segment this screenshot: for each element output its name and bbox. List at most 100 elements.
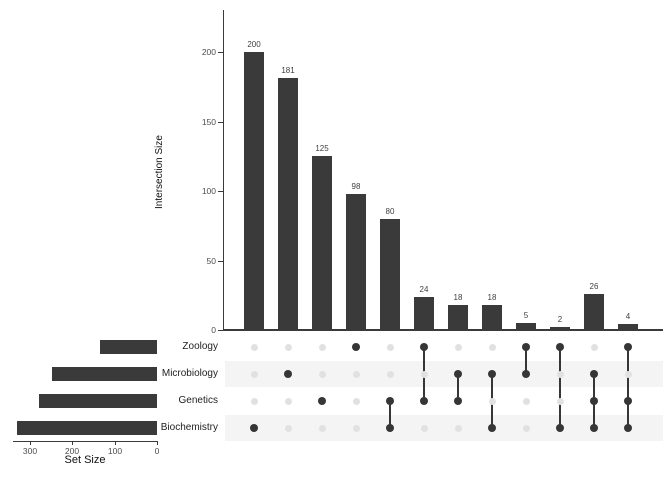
matrix-dot-active [488,370,496,378]
matrix-dot-active [522,343,530,351]
matrix-dot-active [488,424,496,432]
intersection-bar-value: 4 [625,312,631,321]
matrix-dot-active [420,343,428,351]
set-size-tick-label: 300 [22,446,38,456]
matrix-dot-active [522,370,530,378]
matrix-dot-active [386,397,394,405]
intersection-bar [482,305,502,330]
matrix-dot-active [624,397,632,405]
matrix-dot-inactive [386,370,394,378]
matrix-dot-active [454,397,462,405]
set-size-axis-line [13,441,158,442]
matrix-dot-inactive [556,397,564,405]
matrix-dot-inactive [522,424,530,432]
intersection-y-tick [218,191,223,192]
intersection-bar-value: 80 [385,207,395,216]
intersection-bar-value: 181 [281,66,295,75]
intersection-y-tick-label: 150 [201,117,216,127]
matrix-dot-inactive [250,370,258,378]
intersection-bar-value: 5 [523,311,529,320]
matrix-dot-inactive [420,370,428,378]
intersection-y-tick [218,330,223,331]
intersection-bar-value: 125 [315,144,329,153]
intersection-bar [312,156,332,330]
set-size-tick-label: 200 [64,446,80,456]
matrix-dot-active [284,370,292,378]
matrix-dot-inactive [352,397,360,405]
matrix-connector-line [627,347,629,428]
set-size-tick [157,441,158,445]
intersection-bar [414,297,434,330]
matrix-dot-inactive [352,424,360,432]
intersection-baseline [223,329,663,331]
matrix-connector-line [389,401,391,428]
intersection-bar [278,78,298,330]
matrix-connector-line [525,347,527,374]
intersection-y-tick [218,261,223,262]
matrix-dot-inactive [624,370,632,378]
matrix-dot-inactive [284,397,292,405]
set-size-bar [100,340,157,354]
intersection-bar-value: 18 [487,293,497,302]
intersection-bar-value: 24 [419,285,429,294]
set-size-axis-title: Set Size [64,454,106,466]
matrix-connector-line [559,347,561,428]
matrix-dot-active [420,397,428,405]
matrix-dot-active [556,343,564,351]
matrix-dot-inactive [284,343,292,351]
set-size-bar [17,421,157,435]
set-size-tick [115,441,116,445]
matrix-dot-active [250,424,258,432]
matrix-dot-active [556,424,564,432]
matrix-dot-active [318,397,326,405]
set-name-label: Microbiology [161,368,218,379]
intersection-bar-value: 98 [351,182,361,191]
matrix-dot-active [590,424,598,432]
intersection-bar-value: 200 [247,40,261,49]
set-size-bar [39,394,157,408]
matrix-dot-inactive [454,343,462,351]
intersection-y-tick-label: 0 [211,325,216,335]
matrix-dot-inactive [488,397,496,405]
intersection-bar [448,305,468,330]
set-size-tick-label: 100 [107,446,123,456]
matrix-dot-inactive [522,397,530,405]
intersection-y-tick-label: 100 [201,186,216,196]
intersection-bar [550,327,570,330]
matrix-dot-inactive [590,343,598,351]
matrix-dot-active [624,343,632,351]
intersection-bar [244,52,264,330]
matrix-dot-inactive [488,343,496,351]
set-size-tick [72,441,73,445]
matrix-dot-inactive [284,424,292,432]
set-size-bar [52,367,157,381]
intersection-bar [618,324,638,330]
intersection-bar [346,194,366,330]
intersection-bar-value: 2 [557,315,563,324]
matrix-dot-inactive [318,424,326,432]
matrix-dot-inactive [454,424,462,432]
intersection-y-tick [218,52,223,53]
matrix-dot-inactive [386,343,394,351]
matrix-dot-active [454,370,462,378]
matrix-connector-line [457,374,459,401]
intersection-bar-value: 26 [589,282,599,291]
matrix-dot-active [590,397,598,405]
matrix-dot-inactive [420,424,428,432]
matrix-dot-inactive [352,370,360,378]
intersection-y-tick [218,122,223,123]
set-size-tick-label: 0 [154,446,160,456]
set-name-label: Biochemistry [160,422,218,433]
intersection-bar [380,219,400,330]
matrix-dot-active [352,343,360,351]
matrix-dot-active [386,424,394,432]
matrix-dot-inactive [318,370,326,378]
set-size-tick [30,441,31,445]
intersection-bar [516,323,536,330]
matrix-dot-inactive [318,343,326,351]
intersection-bar-value: 18 [453,293,463,302]
matrix-dot-active [624,424,632,432]
set-name-label: Genetics [178,395,218,406]
matrix-dot-active [590,370,598,378]
